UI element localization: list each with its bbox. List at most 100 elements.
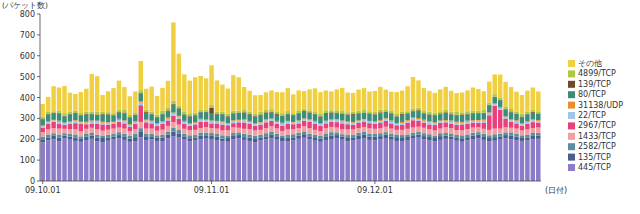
bar-segment [215, 123, 219, 128]
bar-segment [286, 122, 290, 124]
bar-segment [220, 112, 224, 114]
bar-segment [286, 114, 290, 121]
bar-segment [329, 113, 333, 119]
bar-segment [286, 88, 290, 111]
legend-label: 31138/UDP [578, 101, 623, 110]
bar-segment [373, 137, 377, 141]
bar-segment [307, 110, 311, 112]
bar-segment [231, 139, 235, 181]
bar-segment [514, 111, 518, 113]
bar-segment [198, 139, 202, 181]
bar-segment [139, 101, 143, 102]
bar-segment [422, 136, 426, 139]
legend-label: その他 [578, 59, 602, 68]
bar-segment [139, 122, 143, 128]
bar-segment [139, 103, 143, 106]
bar-segment [296, 139, 300, 181]
bar-segment [476, 127, 480, 132]
bar-segment [378, 123, 382, 128]
bar-segment [454, 93, 458, 112]
bar-segment [117, 122, 121, 128]
bar-segment [57, 121, 61, 122]
legend: その他4899/TCP139/TCP80/TCP31138/UDP22/TCP2… [568, 59, 623, 172]
y-tick-label: 200 [20, 135, 35, 144]
bar-segment [443, 136, 447, 139]
bar-segment [226, 125, 230, 130]
bar-segment [51, 120, 55, 121]
bar-segment [73, 123, 77, 129]
bar-segment [139, 105, 143, 122]
bar-segment [155, 131, 159, 136]
bar-segment [275, 124, 279, 129]
bar-segment [198, 112, 202, 118]
bar-segment [226, 89, 230, 114]
bar-segment [503, 132, 507, 135]
bar-segment [177, 109, 181, 116]
bar-segment [345, 122, 349, 124]
bar-segment [503, 135, 507, 138]
bar-segment [106, 125, 110, 130]
bar-segment [100, 135, 104, 138]
bar-segment [253, 136, 257, 139]
bar-segment [449, 137, 453, 140]
bar-segment [182, 140, 186, 181]
bar-segment [133, 124, 137, 129]
bar-segment [286, 135, 290, 138]
bar-segment [329, 127, 333, 132]
bar-segment [422, 120, 426, 121]
bar-segment [438, 123, 442, 129]
bar-segment [340, 137, 344, 140]
bar-segment [188, 114, 192, 116]
bar-segment [280, 123, 284, 124]
bar-segment [335, 128, 339, 133]
legend-swatch [568, 60, 575, 67]
bar-segment [117, 128, 121, 133]
bar-segment [166, 120, 170, 125]
bar-segment [324, 122, 328, 124]
bar-segment [465, 129, 469, 134]
bar-segment [307, 89, 311, 110]
bar-segment [68, 134, 72, 137]
bar-segment [509, 132, 513, 135]
bar-segment [247, 141, 251, 181]
y-tick [37, 160, 40, 161]
bar-segment [100, 138, 104, 142]
bar-segment [286, 138, 290, 142]
bar-segment [258, 141, 262, 181]
bar-segment [438, 133, 442, 136]
bar-segment [40, 132, 44, 137]
bar-segment [520, 138, 524, 141]
bar-segment [193, 113, 197, 116]
bar-segment [433, 138, 437, 141]
bar-segment [318, 124, 322, 126]
bar-segment [313, 135, 317, 138]
bar-segment [509, 135, 513, 139]
bar-segment [144, 140, 148, 181]
bar-segment [345, 135, 349, 138]
bar-segment [264, 133, 268, 136]
bar-segment [302, 121, 306, 126]
bar-segment [296, 110, 300, 113]
bar-segment [51, 114, 55, 120]
bar-segment [476, 89, 480, 111]
bar-segment [389, 114, 393, 121]
bar-segment [389, 123, 393, 128]
bar-segment [340, 114, 344, 121]
bar-segment [503, 138, 507, 181]
bar-segment [100, 95, 104, 112]
bar-segment [280, 126, 284, 131]
bar-segment [405, 134, 409, 137]
bar-segment [258, 125, 262, 130]
bar-segment [400, 138, 404, 142]
bar-segment [166, 138, 170, 181]
bar-segment [313, 111, 317, 114]
bar-segment [79, 139, 83, 142]
bar-segment [264, 139, 268, 181]
bar-segment [182, 136, 186, 139]
bar-segment [465, 90, 469, 111]
bar-segment [531, 120, 535, 122]
bar-segment [449, 112, 453, 114]
bar-segment [128, 115, 132, 117]
bar-segment [171, 116, 175, 122]
bar-segment [394, 125, 398, 130]
